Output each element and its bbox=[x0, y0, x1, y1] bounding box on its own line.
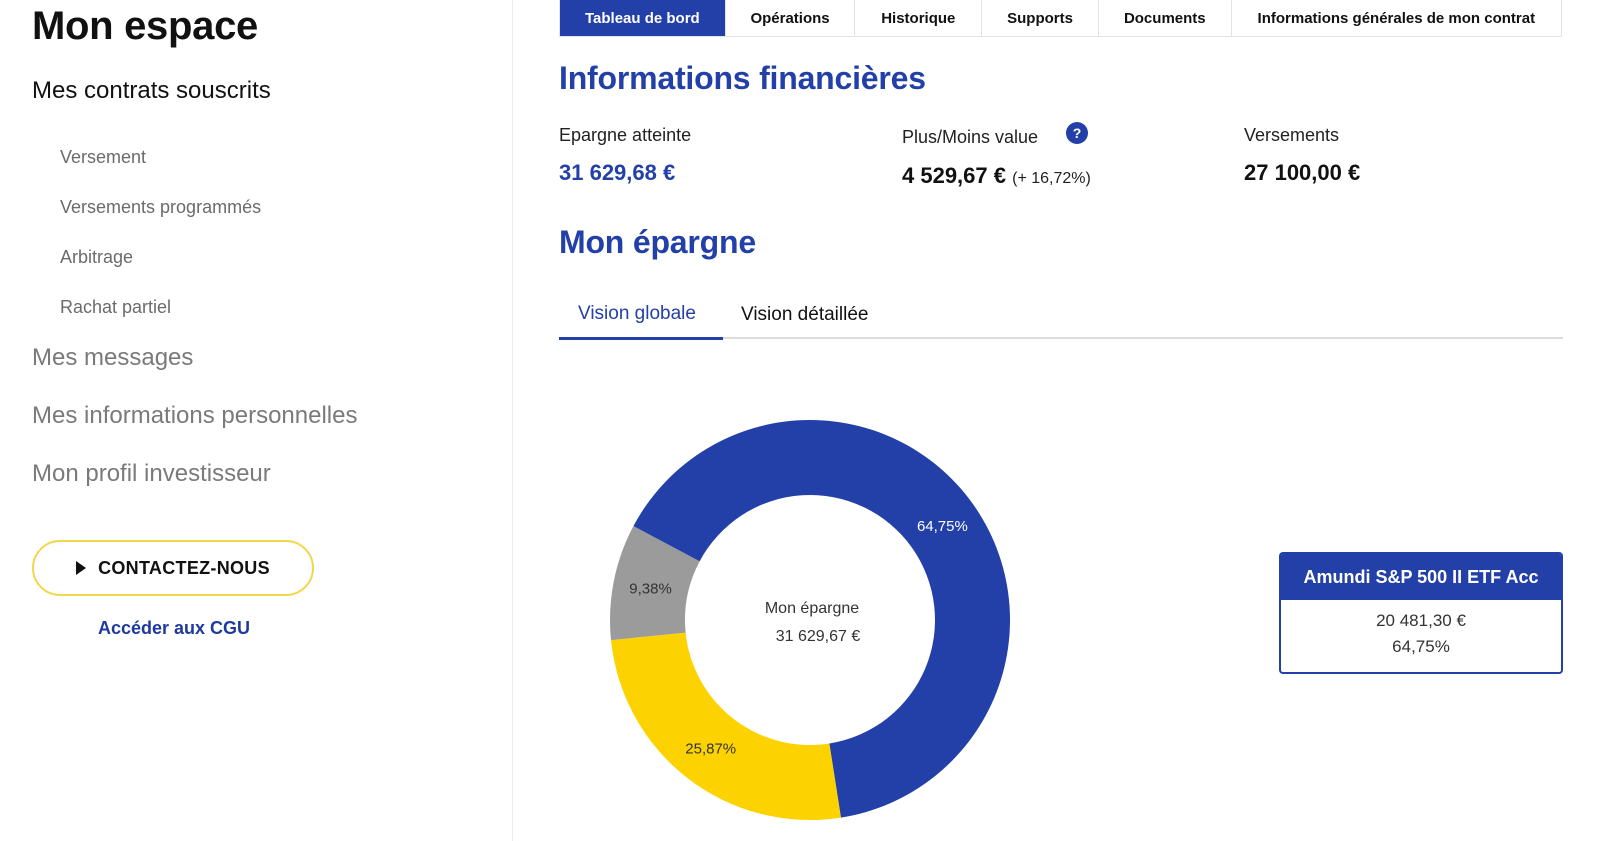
tab-historique[interactable]: Historique bbox=[855, 0, 983, 36]
tooltip-percent: 64,75% bbox=[1392, 637, 1450, 656]
sidebar-title: Mon espace bbox=[32, 4, 258, 48]
sidebar-section-contracts[interactable]: Mes contrats souscrits bbox=[32, 77, 271, 104]
epargne-atteinte-value: 31 629,68 € bbox=[559, 160, 676, 185]
sidebar-item-arbitrage[interactable]: Arbitrage bbox=[60, 247, 134, 267]
sidebar-item-versements-programmes[interactable]: Versements programmés bbox=[60, 197, 262, 217]
tab-vision-globale[interactable]: Vision globale bbox=[559, 291, 723, 340]
top-nav: Tableau de bord Opérations Historique Su… bbox=[559, 0, 1562, 37]
epargne-atteinte-label: Epargne atteinte bbox=[559, 125, 692, 145]
slice-label-yellow: 25,87% bbox=[685, 741, 736, 758]
donut-svg: 64,75% 25,87% 9,38% Mon épargne 31 629,67 € bbox=[610, 420, 1010, 820]
financial-info-heading: Informations financières bbox=[559, 60, 926, 96]
tab-operations[interactable]: Opérations bbox=[726, 0, 856, 36]
sidebar-item-rachat-partiel[interactable]: Rachat partiel bbox=[60, 297, 172, 317]
epargne-heading: Mon épargne bbox=[559, 224, 756, 260]
epargne-tabs: Vision globale Vision détaillée bbox=[559, 291, 1563, 340]
donut-center-title: Mon épargne bbox=[765, 600, 859, 617]
play-icon bbox=[76, 561, 87, 575]
epargne-donut-chart: 64,75% 25,87% 9,38% Mon épargne 31 629,67 € bbox=[600, 420, 1020, 841]
plus-moins-value-label: Plus/Moins value bbox=[902, 127, 1039, 147]
help-icon[interactable]: ? bbox=[1066, 122, 1088, 144]
sidebar: Mon espace Mes contrats souscrits Versem… bbox=[0, 0, 513, 841]
plus-moins-value: 4 529,67 € (+ 16,72%) bbox=[902, 163, 1091, 189]
tooltip-title: Amundi S&P 500 II ETF Acc bbox=[1281, 554, 1561, 600]
tab-documents[interactable]: Documents bbox=[1099, 0, 1232, 36]
versements-label: Versements bbox=[1244, 125, 1340, 145]
slice-label-gray: 9,38% bbox=[629, 581, 672, 598]
contact-button-label: CONTACTEZ-NOUS bbox=[98, 557, 270, 578]
cgu-link[interactable]: Accéder aux CGU bbox=[98, 618, 251, 638]
contact-button[interactable]: CONTACTEZ-NOUS bbox=[32, 540, 314, 596]
tooltip-amount: 20 481,30 € bbox=[1376, 611, 1466, 630]
plus-moins-percent: (+ 16,72%) bbox=[1012, 170, 1091, 187]
tab-tableau-de-bord[interactable]: Tableau de bord bbox=[560, 0, 726, 36]
slice-yellow[interactable] bbox=[611, 632, 841, 820]
chart-tooltip-card: Amundi S&P 500 II ETF Acc 20 481,30 € 64… bbox=[1279, 552, 1563, 674]
slice-gray[interactable] bbox=[610, 526, 700, 641]
donut-center-value: 31 629,67 € bbox=[776, 628, 861, 645]
tab-supports[interactable]: Supports bbox=[982, 0, 1099, 36]
slice-sp500[interactable] bbox=[633, 420, 1010, 818]
sidebar-item-messages[interactable]: Mes messages bbox=[32, 344, 194, 371]
plus-moins-amount: 4 529,67 € bbox=[902, 163, 1006, 188]
tab-vision-detaillee[interactable]: Vision détaillée bbox=[741, 304, 869, 325]
sidebar-item-investor-profile[interactable]: Mon profil investisseur bbox=[32, 460, 271, 487]
tab-informations-generales[interactable]: Informations générales de mon contrat bbox=[1257, 9, 1536, 27]
slice-label-sp500: 64,75% bbox=[917, 518, 968, 535]
sidebar-item-versement[interactable]: Versement bbox=[60, 147, 147, 167]
versements-value: 27 100,00 € bbox=[1244, 160, 1361, 185]
sidebar-item-personal-info[interactable]: Mes informations personnelles bbox=[32, 402, 358, 429]
